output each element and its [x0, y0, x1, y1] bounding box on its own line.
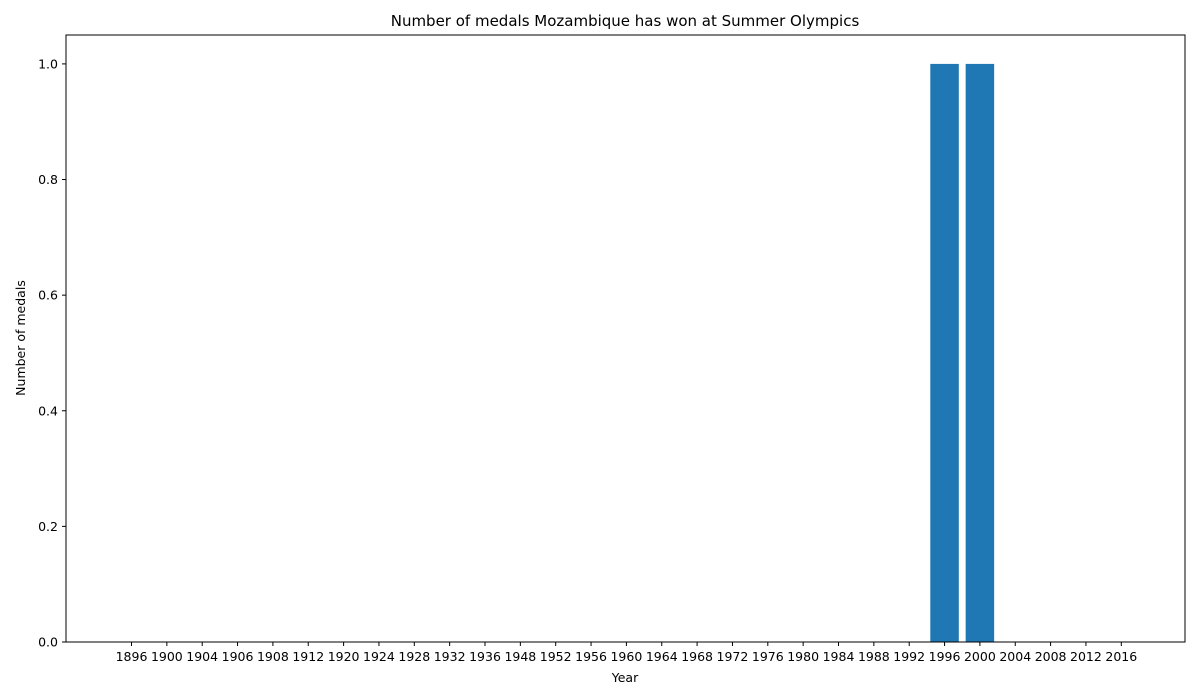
x-tick-label: 1904: [186, 649, 218, 664]
chart-title: Number of medals Mozambique has won at S…: [391, 12, 860, 30]
x-axis-label: Year: [611, 670, 639, 685]
x-tick-label: 2016: [1105, 649, 1137, 664]
x-tick-label: 1992: [893, 649, 925, 664]
y-tick-label: 0.2: [38, 519, 58, 534]
x-tick-label: 2008: [1035, 649, 1067, 664]
bars-group: [930, 63, 995, 642]
x-tick-label: 1936: [469, 649, 501, 664]
x-tick-label: 1908: [257, 649, 289, 664]
y-axis: 0.0 0.2 0.4 0.6 0.8 1.0: [38, 56, 66, 650]
x-tick-label: 1906: [222, 649, 254, 664]
x-tick-label: 1952: [540, 649, 572, 664]
x-tick-label: 1928: [398, 649, 430, 664]
bar-1996: [930, 63, 959, 642]
x-tick-label: 1924: [363, 649, 395, 664]
y-tick-label: 0.0: [38, 635, 58, 650]
y-tick-label: 0.8: [38, 172, 58, 187]
x-tick-label: 1900: [151, 649, 183, 664]
x-tick-label: 1988: [858, 649, 890, 664]
x-tick-label: 2012: [1070, 649, 1102, 664]
x-tick-label: 2004: [999, 649, 1031, 664]
y-tick-label: 0.4: [38, 403, 58, 418]
y-tick-label: 1.0: [38, 56, 58, 71]
x-tick-label: 1980: [787, 649, 819, 664]
x-tick-label: 1960: [610, 649, 642, 664]
x-tick-label: 1948: [504, 649, 536, 664]
x-tick-label: 1996: [929, 649, 961, 664]
plot-area-frame: [65, 34, 1186, 643]
x-tick-label: 1984: [823, 649, 855, 664]
x-tick-label: 1920: [328, 649, 360, 664]
x-tick-label: 2000: [964, 649, 996, 664]
x-tick-label: 1968: [681, 649, 713, 664]
x-tick-label: 1964: [646, 649, 678, 664]
x-tick-label: 1896: [116, 649, 148, 664]
bar-2000: [965, 63, 995, 642]
y-tick-label: 0.6: [38, 288, 58, 303]
x-tick-label: 1976: [752, 649, 784, 664]
y-axis-label: Number of medals: [13, 280, 28, 396]
x-tick-label: 1932: [434, 649, 466, 664]
x-tick-label: 1912: [292, 649, 324, 664]
x-tick-label: 1956: [575, 649, 607, 664]
x-tick-label: 1972: [717, 649, 749, 664]
x-axis: 1896 1900 1904 1906 1908 1912 1920 1924 1928 1932…: [116, 642, 1137, 664]
